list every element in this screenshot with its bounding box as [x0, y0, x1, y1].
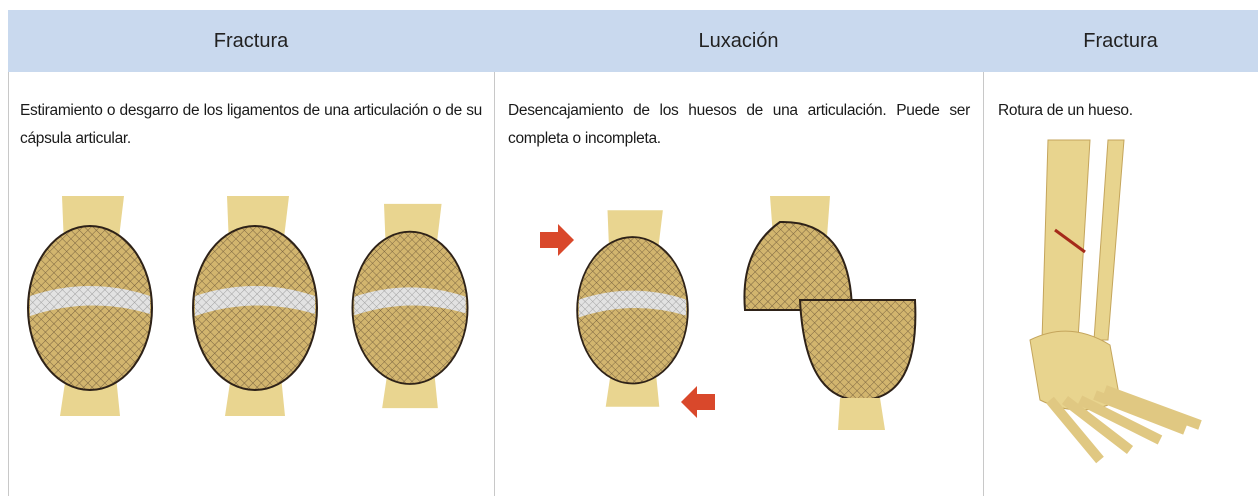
cell-text: Rotura de un hueso.: [998, 102, 1133, 119]
header-cell: Fractura: [8, 10, 494, 72]
header-cell: Fractura: [983, 10, 1258, 72]
table-cell: [8, 72, 494, 496]
cell-text: Desencajamiento de los huesos de una art…: [508, 102, 970, 147]
table-cell: [983, 72, 1258, 496]
header-cell: Luxación: [494, 10, 983, 72]
cell-text: Estiramiento o desgarro de los ligamento…: [20, 102, 482, 147]
foot-skeleton: [1029, 139, 1202, 464]
table-cell: [494, 72, 983, 496]
dislocated-joint: [743, 196, 917, 430]
